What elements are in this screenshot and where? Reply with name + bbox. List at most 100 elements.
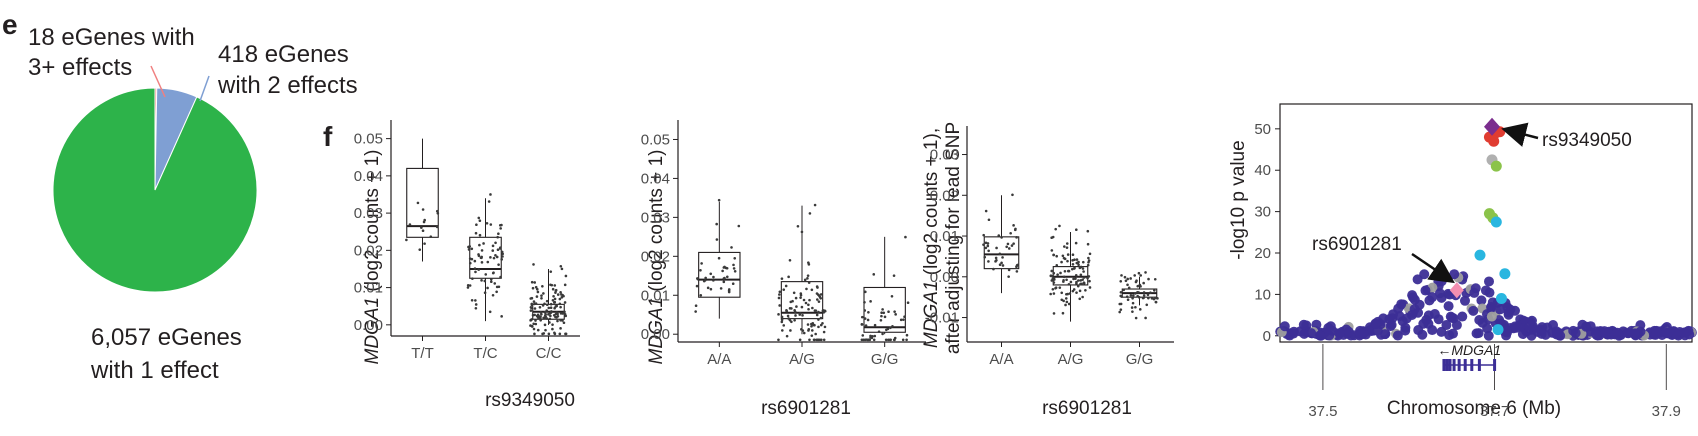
data-point (1126, 277, 1129, 281)
data-point (806, 323, 810, 326)
data-point (551, 323, 554, 326)
snp-point (1555, 330, 1566, 341)
data-point (902, 318, 905, 321)
box-iqr (780, 281, 824, 320)
data-point (893, 310, 896, 313)
data-point (863, 300, 866, 304)
boxplot-rs9349050: MDGA1 (log2 counts + 1) rs9349050 0.00 0.… (354, 120, 580, 411)
data-point (563, 283, 567, 287)
data-point (1139, 274, 1143, 277)
data-point (1149, 291, 1152, 294)
data-point (488, 310, 492, 314)
data-point (732, 267, 736, 270)
data-point (1153, 277, 1157, 281)
snp-point (1445, 311, 1456, 322)
data-point (866, 318, 870, 322)
data-point (492, 256, 496, 260)
data-point (468, 261, 472, 265)
data-point (534, 322, 538, 326)
data-point (869, 336, 872, 339)
boxplot1-ylabel-gene: MDGA1 (362, 297, 383, 365)
boxplot3-ylabel-line1: MDGA1 (log2 counts + 1), (921, 128, 942, 348)
data-point (558, 297, 562, 301)
data-point (470, 257, 474, 261)
data-point (987, 218, 991, 222)
data-point (480, 279, 483, 282)
data-point (822, 330, 826, 334)
data-point (905, 338, 908, 342)
data-point (478, 243, 481, 247)
snp-point (1487, 297, 1498, 308)
data-point (1052, 281, 1056, 284)
data-point (804, 301, 808, 305)
y-tick-label: 0.02 (641, 248, 670, 265)
data-point (807, 303, 810, 307)
data-point (787, 275, 790, 279)
data-point (499, 227, 502, 230)
data-point (815, 338, 818, 342)
data-point (468, 284, 472, 287)
data-point (815, 292, 819, 295)
lead-snp-arrow (1501, 122, 1539, 147)
gene-exon (1452, 359, 1456, 371)
data-point (1072, 277, 1075, 281)
data-point (820, 338, 823, 342)
snp-point (1486, 311, 1497, 322)
data-point (880, 311, 883, 315)
data-point (807, 327, 811, 331)
data-point (421, 208, 425, 211)
data-point (534, 285, 538, 289)
data-point (1136, 294, 1139, 298)
data-point (1055, 263, 1059, 267)
snp-point (1427, 325, 1438, 336)
data-point (498, 246, 502, 250)
snp-point-ld (1474, 249, 1486, 261)
data-point (547, 332, 551, 336)
data-point (1000, 261, 1003, 265)
data-point (1010, 244, 1014, 247)
data-point (540, 294, 543, 297)
data-point (560, 267, 564, 271)
data-point (884, 338, 888, 342)
data-point (494, 254, 497, 257)
data-point (861, 334, 865, 337)
snp-point (1298, 319, 1309, 330)
data-point (1142, 281, 1145, 285)
data-point (533, 332, 536, 336)
data-point (1137, 271, 1141, 275)
data-point (500, 223, 503, 227)
y-tick-label: 0.03 (641, 209, 670, 226)
data-point (542, 316, 545, 320)
data-point (890, 294, 894, 298)
data-point (778, 290, 782, 294)
gene-exon (1470, 359, 1474, 371)
data-point (1071, 259, 1074, 262)
second-snp-label: rs6901281 (1312, 234, 1402, 255)
data-point (1062, 256, 1066, 260)
data-point (801, 329, 805, 332)
data-point (1119, 308, 1123, 311)
pie-label-3plus-line1: 18 eGenes with (28, 24, 195, 51)
snp-point (1392, 330, 1403, 341)
y-tick-label: 0.03 (930, 147, 959, 164)
data-point (817, 300, 821, 303)
data-point (796, 224, 800, 228)
data-point (810, 324, 813, 328)
data-point (699, 268, 702, 272)
data-point (887, 310, 890, 314)
data-point (484, 273, 488, 276)
data-point (1135, 279, 1138, 283)
snp-point (1495, 304, 1506, 315)
data-point (1082, 276, 1086, 279)
boxplot-rs6901281: MDGA1 (log2 counts + 1) rs6901281 0.00 0.… (641, 120, 926, 419)
snp-point (1279, 321, 1290, 332)
data-point (1136, 284, 1140, 288)
data-point (547, 306, 551, 310)
data-point (489, 280, 493, 284)
data-point (1064, 297, 1068, 300)
data-point (553, 331, 556, 335)
data-point (1088, 279, 1091, 283)
data-point (485, 221, 489, 225)
data-point (1142, 294, 1146, 297)
snp-point (1414, 299, 1425, 310)
